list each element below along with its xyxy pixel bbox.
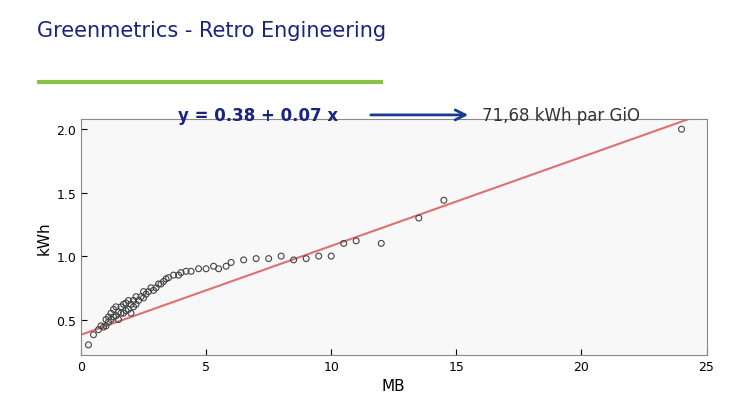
Point <box>125 310 137 317</box>
Point <box>102 314 114 320</box>
Point <box>208 263 219 270</box>
Point <box>102 319 114 325</box>
Point <box>438 197 450 204</box>
Point <box>110 304 122 311</box>
Point <box>143 289 155 295</box>
Point <box>127 297 139 304</box>
Point <box>225 259 237 266</box>
Point <box>313 253 325 260</box>
Point <box>676 127 687 133</box>
Point <box>168 272 180 279</box>
Point <box>105 310 117 317</box>
Point <box>118 301 130 308</box>
Point <box>120 300 132 306</box>
Point <box>95 323 107 330</box>
Point <box>150 285 162 292</box>
Point <box>120 308 132 314</box>
Point <box>100 323 112 330</box>
Point <box>338 240 350 247</box>
Point <box>100 316 112 323</box>
Point <box>250 256 262 262</box>
X-axis label: MB: MB <box>382 379 406 394</box>
Point <box>115 310 127 317</box>
Point <box>263 256 275 262</box>
Point <box>127 304 139 311</box>
Point <box>145 285 157 292</box>
Point <box>105 316 117 323</box>
Point <box>155 281 167 287</box>
Point <box>140 291 152 298</box>
Point <box>130 294 142 300</box>
Point <box>193 266 205 273</box>
Point <box>173 272 185 279</box>
Point <box>350 238 362 244</box>
Text: 71,68 kWh par GiO: 71,68 kWh par GiO <box>482 107 640 125</box>
Point <box>118 310 130 317</box>
Point <box>82 342 94 348</box>
Point <box>148 287 160 294</box>
Point <box>275 253 287 260</box>
Point <box>113 316 124 323</box>
Point <box>113 309 124 316</box>
Point <box>138 289 149 295</box>
Point <box>123 306 135 313</box>
Point <box>93 327 105 333</box>
Point <box>138 295 149 301</box>
Point <box>375 240 387 247</box>
Point <box>185 268 197 275</box>
Point <box>213 266 224 273</box>
Point <box>135 294 147 300</box>
Point <box>180 268 192 275</box>
Text: Greenmetrics - Retro Engineering: Greenmetrics - Retro Engineering <box>37 21 386 40</box>
Point <box>125 301 137 308</box>
Y-axis label: kWh: kWh <box>37 221 52 254</box>
Point <box>300 256 312 262</box>
Point <box>325 253 337 260</box>
Point <box>413 215 425 222</box>
Point <box>88 332 99 338</box>
Point <box>238 257 250 263</box>
Point <box>158 278 169 285</box>
Point <box>115 304 127 311</box>
Point <box>107 306 119 313</box>
Point <box>200 266 212 273</box>
Point <box>152 281 164 287</box>
Point <box>132 297 144 304</box>
Point <box>220 263 232 270</box>
Point <box>160 276 172 282</box>
Point <box>98 324 110 331</box>
Point <box>130 301 142 308</box>
Text: y = 0.38 + 0.07 x: y = 0.38 + 0.07 x <box>177 107 338 125</box>
Point <box>175 270 187 276</box>
Point <box>288 257 300 263</box>
Point <box>110 313 122 319</box>
Point <box>163 275 174 281</box>
Point <box>107 314 119 320</box>
Point <box>123 297 135 304</box>
